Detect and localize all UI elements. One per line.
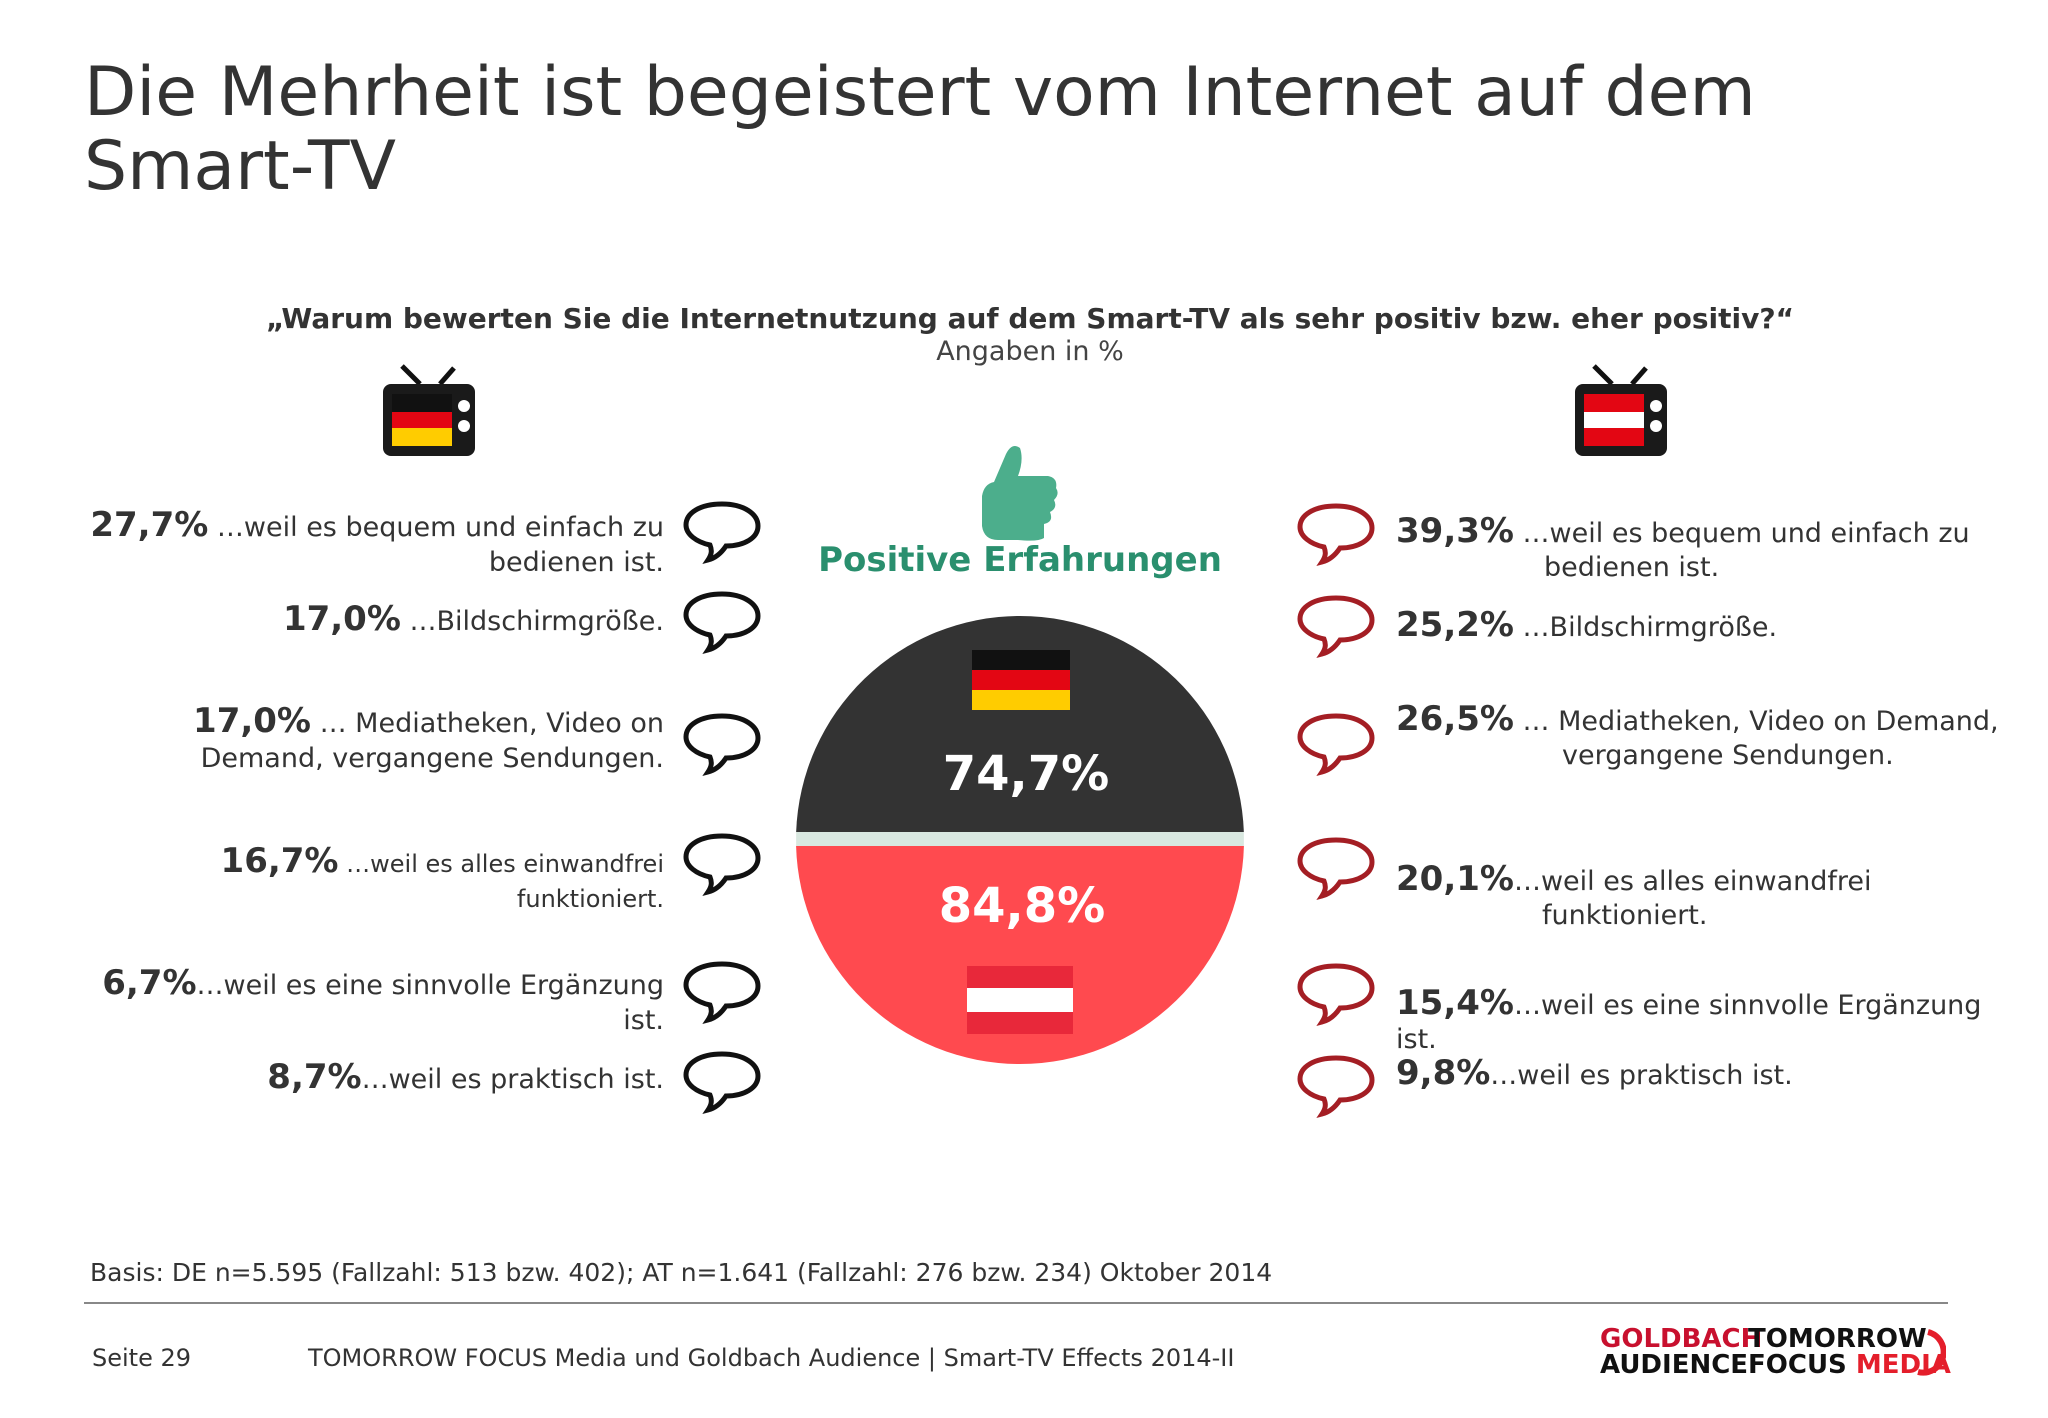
- de-value-label: 74,7%: [943, 746, 1110, 802]
- de-value: 6,7%: [102, 963, 197, 1003]
- reason-text: …weil es eine sinnvolle Ergänzung: [196, 970, 664, 1001]
- reason-cont: ist.: [1396, 1024, 1437, 1055]
- chart-subtitle: Angaben in %: [936, 336, 1124, 367]
- at-value: 39,3%: [1396, 511, 1514, 551]
- segment-at: [796, 846, 1244, 1065]
- left-item-1: 27,7% …weil es bequem und einfach zu bed…: [64, 508, 664, 580]
- de-value: 27,7%: [90, 505, 209, 545]
- reason-cont: funktioniert.: [1542, 900, 1708, 931]
- reason-text: …Bildschirmgröße.: [400, 606, 665, 637]
- speech-bubble-icon: [683, 713, 761, 776]
- thumbs-up-icon: [982, 446, 1058, 541]
- footnote: Basis: DE n=5.595 (Fallzahl: 513 bzw. 40…: [90, 1258, 1273, 1287]
- reason-cont: bedienen ist.: [1544, 552, 1720, 583]
- goldbach-logo: GOLDBACH AUDIENCE: [1600, 1324, 1763, 1380]
- at-flag-bottom: [967, 1012, 1073, 1034]
- reason-text: …weil es alles einwandfrei: [338, 850, 664, 878]
- reason-cont: funktioniert.: [516, 885, 664, 913]
- at-value-label: 84,8%: [939, 878, 1106, 934]
- left-item-2: 17,0% …Bildschirmgröße.: [64, 602, 664, 639]
- reason-cont: ist.: [623, 1005, 664, 1036]
- reason-text: …weil es eine sinnvolle Ergänzung: [1513, 990, 1982, 1021]
- tfm-logo-mark-icon: [1917, 1329, 1946, 1376]
- speech-bubble-icon: [683, 501, 761, 564]
- speech-bubble-icon: [683, 961, 761, 1024]
- de-value: 17,0%: [282, 599, 401, 639]
- reason-text: …weil es alles einwandfrei: [1513, 866, 1872, 897]
- at-value: 20,1%: [1396, 859, 1514, 899]
- right-item-3: 26,5% … Mediatheken, Video on Demand, ve…: [1396, 702, 2016, 773]
- de-value: 8,7%: [267, 1057, 362, 1097]
- reason-text: …weil es praktisch ist.: [1490, 1060, 1793, 1091]
- speech-bubble-icon: [1297, 1055, 1375, 1118]
- left-item-5: 6,7%…weil es eine sinnvolle Ergänzung is…: [64, 966, 664, 1038]
- speech-bubble-icon: [1297, 595, 1375, 658]
- page-number: Seite 29: [92, 1344, 192, 1372]
- right-item-5: 15,4%…weil es eine sinnvolle Ergänzung i…: [1396, 986, 2016, 1057]
- left-item-3: 17,0% … Mediatheken, Video on Demand, ve…: [64, 704, 664, 776]
- de-value: 17,0%: [193, 701, 311, 741]
- divider: [84, 1302, 1948, 1304]
- speech-bubble-icon: [683, 1051, 761, 1114]
- split-circle-chart: 74,7% 84,8%: [796, 615, 1244, 1065]
- speech-bubble-icon: [1297, 837, 1375, 900]
- speech-bubble-icon: [683, 591, 761, 654]
- page-title: Die Mehrheit ist begeistert vom Internet…: [84, 53, 1756, 206]
- left-item-6: 8,7%…weil es praktisch ist.: [64, 1060, 664, 1097]
- right-item-2: 25,2% …Bildschirmgröße.: [1396, 608, 2016, 645]
- tomorrow-focus-logo: TOMORROW FOCUS MEDIA: [1748, 1324, 1951, 1380]
- speech-bubble-icon: [683, 833, 761, 896]
- de-value: 16,7%: [220, 841, 339, 881]
- reason-cont: vergangene Sendungen.: [1562, 740, 1894, 771]
- de-flag-red: [972, 670, 1070, 690]
- reason-text: …Bildschirmgröße.: [1513, 612, 1778, 643]
- reason-text: …weil es bequem und einfach zu: [208, 512, 664, 543]
- right-item-6: 9,8%…weil es praktisch ist.: [1396, 1056, 2016, 1093]
- at-value: 25,2%: [1396, 605, 1514, 645]
- speech-bubble-icon: [1297, 963, 1375, 1026]
- left-item-4: 16,7% …weil es alles einwandfrei funktio…: [64, 844, 664, 916]
- right-item-1: 39,3% …weil es bequem und einfach zu bed…: [1396, 514, 2016, 585]
- reason-cont: Demand, vergangene Sendungen.: [200, 743, 664, 774]
- survey-question: „Warum bewerten Sie die Internetnutzung …: [265, 302, 1795, 335]
- segment-de: [796, 615, 1244, 832]
- segment-divider: [796, 832, 1244, 846]
- de-flag-black: [972, 650, 1070, 670]
- de-flag-gold: [972, 690, 1070, 710]
- at-value: 15,4%: [1396, 983, 1514, 1023]
- reason-cont: bedienen ist.: [488, 547, 664, 578]
- at-value: 26,5%: [1396, 699, 1514, 739]
- reason-text: …weil es praktisch ist.: [361, 1064, 664, 1095]
- reason-text: …weil es bequem und einfach zu: [1513, 518, 1970, 549]
- center-label: Positive Erfahrungen: [818, 540, 1222, 580]
- at-flag-white: [967, 988, 1073, 1012]
- footer-text: TOMORROW FOCUS Media und Goldbach Audien…: [308, 1344, 1235, 1372]
- speech-bubble-icon: [1297, 503, 1375, 566]
- reason-text: … Mediatheken, Video on: [311, 708, 664, 739]
- at-value: 9,8%: [1396, 1053, 1491, 1093]
- at-flag-top: [967, 966, 1073, 988]
- right-item-4: 20,1%…weil es alles einwandfrei funktion…: [1396, 862, 2016, 933]
- tv-austria-icon: [1575, 364, 1667, 456]
- speech-bubble-icon: [1297, 713, 1375, 776]
- tv-germany-icon: [383, 364, 475, 456]
- reason-text: … Mediatheken, Video on Demand,: [1513, 706, 1999, 737]
